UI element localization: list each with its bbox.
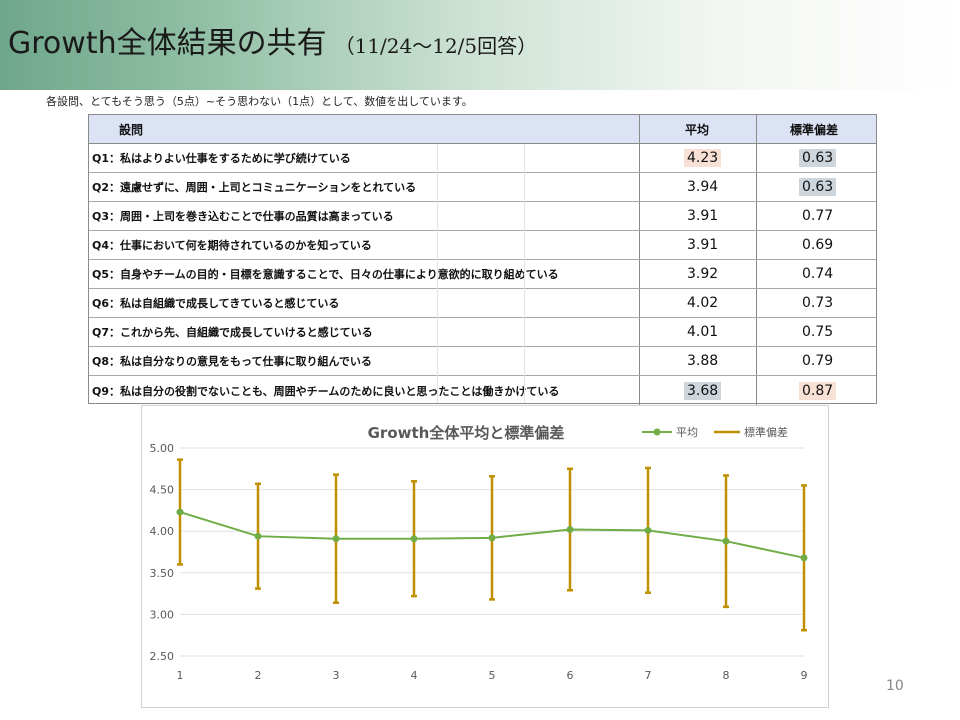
sd-cell: 0.87 [757,376,876,405]
y-tick-label: 3.50 [150,567,175,580]
mean-sd-chart: 2.50 3.00 3.50 4.00 4.50 5.00 1 2 3 4 5 6 7 8 9 平均 標準偏… [150,424,808,682]
mean-value: 3.94 [687,179,719,195]
mean-cell: 3.94 [640,173,757,201]
y-tick-label: 2.50 [150,650,175,663]
title-main: Growth全体結果の共有 [8,26,327,61]
y-tick-label: 4.50 [150,484,175,497]
table-row: Q5：自身やチームの目的・目標を意識することで、日々の仕事により意欲的に取り組め… [89,260,876,289]
mean-value: 4.01 [687,324,719,340]
x-tick-label: 8 [723,669,730,682]
mean-point [566,526,574,534]
header-sd: 標準偏差 [790,122,839,137]
chart-title: Growth全体平均と標準偏差 [368,424,565,442]
x-tick-label: 5 [489,669,496,682]
table-row: Q8：私は自分なりの意見をもって仕事に取り組んでいる 3.88 0.79 [89,347,876,376]
mean-point [410,535,418,543]
table-gridline [524,144,525,403]
x-tick-label: 3 [333,669,340,682]
sd-value: 0.73 [802,295,834,311]
sd-value: 0.74 [802,266,834,282]
sd-value: 0.75 [802,324,834,340]
x-tick-label: 4 [411,669,418,682]
table-row: Q9：私は自分の役割でないことも、周囲やチームのために良いと思ったことは働きかけ… [89,376,876,405]
mean-point [488,534,496,542]
legend-mean: 平均 [642,426,698,439]
mean-point [644,526,652,534]
table-row: Q7：これから先、自組織で成長していけると感じている 4.01 0.75 [89,318,876,347]
question-cell: Q5：自身やチームの目的・目標を意識することで、日々の仕事により意欲的に取り組め… [89,260,640,288]
question-cell: Q6：私は自組織で成長してきていると感じている [89,289,640,317]
mean-cell: 4.23 [640,144,757,172]
sd-cell: 0.74 [757,260,876,288]
legend-mean-label: 平均 [676,426,698,439]
x-tick-label: 2 [255,669,262,682]
header-mean: 平均 [640,115,757,143]
table-row: Q4：仕事において何を期待されているのかを知っている 3.91 0.69 [89,231,876,260]
sd-value: 0.79 [802,353,834,369]
mean-point [254,532,262,540]
legend-sd-label: 標準偏差 [744,425,788,439]
page-number: 10 [886,678,904,694]
mean-point [722,537,730,545]
question-cell: Q3：周囲・上司を巻き込むことで仕事の品質は高まっている [89,202,640,230]
mean-cell: 3.88 [640,347,757,375]
sd-value: 0.63 [799,178,837,196]
question-cell: Q2：遠慮せずに、周囲・上司とコミュニケーションをとれている [89,173,640,201]
sd-cell: 0.63 [757,173,876,201]
title-subtitle: （11/24～12/5回答） [334,34,538,58]
sd-cell: 0.63 [757,144,876,172]
question-cell: Q8：私は自分なりの意見をもって仕事に取り組んでいる [89,347,640,375]
legend-sd: 標準偏差 [714,425,788,439]
header-question: 設問 [89,115,640,143]
x-tick-label: 1 [177,669,184,682]
table-gridline [437,144,438,403]
mean-value: 3.92 [687,266,719,282]
table-header-row: 設問 平均 標準偏差 [89,115,876,144]
mean-cell: 3.92 [640,260,757,288]
mean-value: 3.88 [687,353,719,369]
chart-frame: 2.50 3.00 3.50 4.00 4.50 5.00 1 2 3 4 5 6 7 8 9 平均 標準偏… [141,405,829,708]
y-tick-label: 5.00 [150,442,175,455]
mean-cell: 4.01 [640,318,757,346]
sd-cell: 0.69 [757,231,876,259]
table-row: Q2：遠慮せずに、周囲・上司とコミュニケーションをとれている 3.94 0.63 [89,173,876,202]
mean-point [332,535,340,543]
sd-cell: 0.73 [757,289,876,317]
scoring-note: 各設問、とてもそう思う（5点）~そう思わない（1点）として、数値を出しています。 [46,95,473,108]
mean-value: 4.23 [684,149,722,167]
mean-value: 4.02 [687,295,719,311]
y-tick-label: 3.00 [150,608,175,621]
y-tick-label: 4.00 [150,525,175,538]
mean-cell: 3.91 [640,202,757,230]
mean-cell: 4.02 [640,289,757,317]
x-tick-label: 9 [801,669,808,682]
sd-cell: 0.75 [757,318,876,346]
x-tick-label: 6 [567,669,574,682]
mean-point [176,508,184,516]
title-banner [0,0,960,90]
results-table: 設問 平均 標準偏差 Q1：私はよりよい仕事をするために学び続けている 4.23 0… [88,114,877,405]
mean-value: 3.68 [684,381,722,400]
mean-cell: 3.68 [640,376,757,405]
question-cell: Q1：私はよりよい仕事をするために学び続けている [89,144,640,172]
sd-cell: 0.77 [757,202,876,230]
mean-value: 3.91 [687,208,719,224]
question-cell: Q9：私は自分の役割でないことも、周囲やチームのために良いと思ったことは働きかけ… [89,376,640,405]
sd-value: 0.87 [799,381,837,400]
table-row: Q1：私はよりよい仕事をするために学び続けている 4.23 0.63 [89,144,876,173]
question-cell: Q7：これから先、自組織で成長していけると感じている [89,318,640,346]
sd-value: 0.77 [802,208,834,224]
page-title: Growth全体結果の共有 （11/24～12/5回答） [8,18,537,68]
question-cell: Q4：仕事において何を期待されているのかを知っている [89,231,640,259]
mean-cell: 3.91 [640,231,757,259]
table-row: Q3：周囲・上司を巻き込むことで仕事の品質は高まっている 3.91 0.77 [89,202,876,231]
sd-value: 0.69 [802,237,834,253]
sd-value: 0.63 [799,149,837,167]
table-row: Q6：私は自組織で成長してきていると感じている 4.02 0.73 [89,289,876,318]
x-tick-label: 7 [645,669,652,682]
mean-value: 3.91 [687,237,719,253]
sd-cell: 0.79 [757,347,876,375]
mean-point [800,554,808,562]
